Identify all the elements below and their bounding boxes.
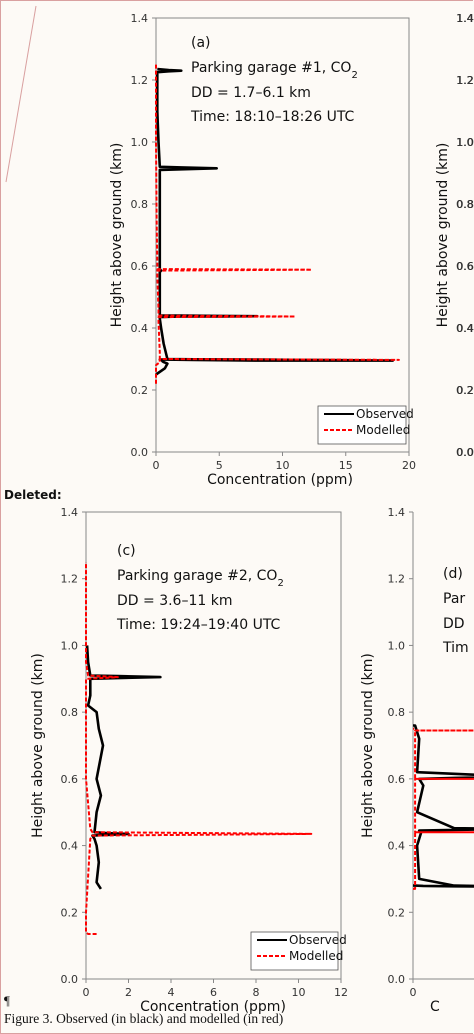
y-tick-label: 0.4 bbox=[131, 322, 149, 335]
series-line-modelled bbox=[413, 727, 474, 890]
y-tick-label: 0.6 bbox=[61, 773, 79, 786]
x-axis-label: Concentration (ppm) bbox=[140, 999, 286, 1015]
legend-entry: Modelled bbox=[356, 423, 410, 437]
y-tick-label: 0.0 bbox=[131, 446, 149, 459]
legend-box bbox=[250, 931, 339, 971]
deleted-label: Deleted: bbox=[4, 488, 62, 502]
y-axis-label: Height above ground (km) bbox=[30, 653, 46, 838]
y-tick-label: 0.6 bbox=[457, 260, 474, 273]
legend-entry: Modelled bbox=[289, 949, 343, 963]
y-tick-label: 0.2 bbox=[131, 384, 149, 397]
chart-panel-a: 0.0 0.2 0.4 0.6 0.8 1.0 1.2 1.4 0 5 10 15 20 Height a… bbox=[109, 12, 416, 488]
y-tick-label: 0.0 bbox=[457, 446, 474, 459]
x-tick-label: 8 bbox=[253, 986, 260, 999]
y-tick-label: 0.0 bbox=[388, 973, 406, 986]
chart-panel-b: 0.0 0.2 0.4 0.6 0.8 1.0 1.2 1.4 Height above gro… bbox=[435, 12, 474, 459]
y-tick-label: 1.0 bbox=[61, 639, 79, 652]
x-tick-label: 10 bbox=[292, 986, 306, 999]
y-tick-label: 1.2 bbox=[131, 74, 149, 87]
y-tick-label: 0.8 bbox=[131, 198, 149, 211]
y-tick-label: 0.4 bbox=[388, 840, 406, 853]
y-tick-label: 1.0 bbox=[457, 136, 474, 149]
panel-title-subscript: 2 bbox=[351, 70, 357, 81]
y-axis-label: Height above ground (km) bbox=[109, 143, 125, 328]
pilcrow-mark: ¶ bbox=[4, 993, 10, 1008]
panel-title: Parking garage #1, CO2 bbox=[191, 60, 358, 81]
panel-title-subscript: 2 bbox=[277, 578, 283, 589]
series-line-observed bbox=[413, 724, 474, 888]
y-tick-label: 0.2 bbox=[456, 384, 474, 397]
y-tick-label: 1.0 bbox=[388, 639, 406, 652]
downwind-distance: DD = 1.7–6.1 km bbox=[191, 85, 311, 101]
legend-entry: Observed bbox=[356, 407, 414, 421]
y-tick-label: 1.4 bbox=[457, 12, 474, 25]
y-tick-label: 1.4 bbox=[456, 12, 474, 25]
x-tick-label: 0 bbox=[410, 986, 417, 999]
y-tick-label: 1.2 bbox=[61, 573, 79, 586]
panel-title: Par bbox=[443, 591, 465, 607]
time-range: Tim bbox=[442, 640, 469, 656]
y-tick-label: 0.8 bbox=[388, 706, 406, 719]
y-tick-label: 1.0 bbox=[456, 136, 474, 149]
x-tick-label: 20 bbox=[402, 459, 416, 472]
panel-label: (d) bbox=[443, 566, 463, 582]
time-range: Time: 19:24–19:40 UTC bbox=[116, 617, 281, 633]
time-range: Time: 18:10–18:26 UTC bbox=[190, 109, 355, 125]
y-tick-label: 1.2 bbox=[388, 573, 406, 586]
y-tick-label: 0.8 bbox=[456, 198, 474, 211]
series-line-modelled bbox=[85, 562, 313, 935]
plot-frame bbox=[155, 17, 410, 453]
y-tick-label: 0.6 bbox=[131, 260, 149, 273]
y-tick-label: 1.2 bbox=[457, 74, 474, 87]
y-tick-label: 0.0 bbox=[61, 973, 79, 986]
downwind-distance: DD bbox=[443, 616, 465, 632]
downwind-distance: DD = 3.6–11 km bbox=[117, 593, 232, 609]
y-tick-label: 0.2 bbox=[61, 906, 79, 919]
y-axis-label: Height above ground (km) bbox=[435, 143, 451, 328]
y-tick-label: 1.4 bbox=[131, 12, 149, 25]
panel-label: (a) bbox=[191, 35, 211, 51]
x-tick-label: 10 bbox=[276, 459, 290, 472]
x-axis-label: Concentration (ppm) bbox=[207, 472, 353, 488]
y-tick-label: 0.4 bbox=[457, 322, 474, 335]
x-tick-label: 0 bbox=[83, 986, 90, 999]
series-line-observed bbox=[85, 645, 162, 890]
y-tick-label: 1.0 bbox=[131, 136, 149, 149]
y-tick-label: 0.8 bbox=[457, 198, 474, 211]
chart-panel-c: 0.0 0.2 0.4 0.6 0.8 1.0 1.2 1.4 0 2 4 6 8 10 12 Height … bbox=[30, 506, 348, 1015]
legend-box bbox=[317, 405, 407, 445]
y-tick-label: 0.4 bbox=[456, 322, 474, 335]
series-line-modelled bbox=[155, 64, 400, 384]
figure-caption: Figure 3. Observed (in black) and modell… bbox=[4, 1011, 284, 1026]
x-axis-label: C bbox=[430, 999, 440, 1015]
panel-label: (c) bbox=[117, 543, 136, 559]
x-tick-label: 6 bbox=[210, 986, 217, 999]
legend-entry: Observed bbox=[289, 933, 347, 947]
y-tick-label: 0.6 bbox=[456, 260, 474, 273]
y-tick-label: 1.2 bbox=[456, 74, 474, 87]
y-tick-label: 1.4 bbox=[61, 506, 79, 519]
y-tick-label: 0.0 bbox=[456, 446, 474, 459]
y-axis-label: Height above ground (km) bbox=[360, 653, 376, 838]
x-tick-label: 5 bbox=[216, 459, 223, 472]
y-tick-label: 0.6 bbox=[388, 773, 406, 786]
change-marker-line bbox=[5, 5, 37, 183]
x-tick-label: 0 bbox=[153, 459, 160, 472]
panel-title: Parking garage #2, CO2 bbox=[117, 568, 284, 589]
y-tick-label: 0.4 bbox=[61, 840, 79, 853]
x-tick-label: 2 bbox=[125, 986, 132, 999]
x-tick-label: 15 bbox=[339, 459, 353, 472]
x-tick-label: 12 bbox=[334, 986, 348, 999]
y-tick-label: 0.2 bbox=[457, 384, 474, 397]
x-tick-label: 4 bbox=[168, 986, 175, 999]
y-tick-label: 0.2 bbox=[388, 906, 406, 919]
y-tick-label: 0.8 bbox=[61, 706, 79, 719]
chart-panel-d: 0.0 0.2 0.4 0.6 0.8 1.0 1.2 1.4 0 Height above gr… bbox=[360, 506, 474, 1015]
y-tick-label: 1.4 bbox=[388, 506, 406, 519]
